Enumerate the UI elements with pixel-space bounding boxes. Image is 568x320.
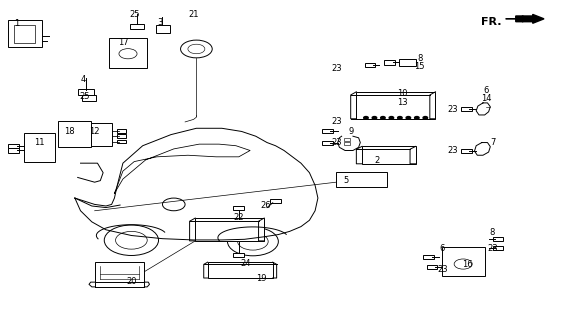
Text: 8: 8 — [489, 228, 495, 237]
Circle shape — [372, 116, 377, 119]
Bar — [58, 121, 91, 147]
Bar — [323, 130, 333, 133]
Text: 7: 7 — [490, 138, 496, 147]
Circle shape — [364, 116, 368, 119]
Text: 11: 11 — [35, 138, 45, 147]
Bar — [208, 262, 273, 278]
Text: 23: 23 — [332, 63, 343, 73]
Bar — [8, 20, 42, 47]
Bar — [116, 140, 126, 143]
Text: 25: 25 — [80, 92, 90, 101]
Bar — [492, 237, 503, 241]
Text: 20: 20 — [126, 277, 137, 286]
Bar — [233, 253, 244, 257]
Text: 13: 13 — [398, 99, 408, 108]
Bar — [399, 59, 416, 66]
Bar — [344, 142, 349, 145]
Text: 2: 2 — [375, 156, 380, 164]
Text: 9: 9 — [348, 127, 353, 136]
Text: 6: 6 — [440, 244, 445, 253]
Text: 1: 1 — [14, 19, 19, 28]
Bar — [156, 25, 170, 33]
Text: 23: 23 — [332, 138, 343, 147]
Bar — [233, 206, 244, 211]
Text: 23: 23 — [488, 244, 499, 253]
Bar — [362, 146, 416, 164]
Bar — [423, 254, 435, 259]
Bar — [14, 25, 35, 43]
Bar — [323, 140, 333, 145]
Bar — [8, 143, 19, 148]
Text: 5: 5 — [344, 176, 349, 185]
Bar — [336, 172, 387, 187]
Text: 24: 24 — [240, 259, 251, 268]
Bar — [461, 149, 471, 153]
Circle shape — [415, 116, 419, 119]
Bar — [344, 139, 349, 141]
Bar — [109, 38, 147, 68]
Bar — [442, 247, 485, 276]
Bar — [130, 24, 144, 29]
Bar — [365, 63, 375, 67]
Circle shape — [398, 116, 402, 119]
Bar — [82, 95, 96, 101]
Bar — [427, 265, 437, 269]
Text: 26: 26 — [261, 202, 272, 211]
Circle shape — [423, 116, 428, 119]
Text: 14: 14 — [481, 94, 491, 103]
Circle shape — [389, 116, 394, 119]
FancyArrow shape — [516, 14, 544, 23]
Text: 16: 16 — [462, 260, 473, 269]
Text: 19: 19 — [256, 275, 266, 284]
Text: 12: 12 — [89, 127, 100, 136]
Text: 25: 25 — [129, 10, 140, 19]
Text: 10: 10 — [398, 89, 408, 98]
Text: 15: 15 — [415, 62, 425, 71]
Text: 3: 3 — [157, 18, 162, 27]
Bar — [8, 148, 19, 153]
Bar — [384, 60, 395, 65]
Text: 6: 6 — [484, 86, 489, 95]
Text: 23: 23 — [332, 117, 343, 126]
Bar — [24, 133, 55, 162]
Bar — [461, 107, 471, 111]
Bar — [91, 123, 112, 146]
Bar — [356, 92, 436, 119]
Bar — [116, 134, 126, 138]
Text: 23: 23 — [447, 146, 458, 155]
Bar — [195, 218, 264, 241]
Text: FR.: FR. — [481, 17, 502, 27]
Text: 21: 21 — [189, 10, 199, 19]
Bar — [270, 199, 281, 203]
Text: 18: 18 — [64, 127, 74, 136]
Circle shape — [406, 116, 411, 119]
Text: 4: 4 — [81, 75, 86, 84]
Text: 23: 23 — [447, 105, 458, 114]
Text: 8: 8 — [417, 54, 423, 63]
Bar — [492, 246, 503, 250]
Text: 22: 22 — [233, 212, 244, 222]
Bar — [78, 89, 94, 95]
Bar — [116, 129, 126, 132]
Text: 17: 17 — [118, 38, 128, 47]
Circle shape — [381, 116, 385, 119]
Text: 23: 23 — [437, 265, 448, 274]
Bar — [95, 261, 144, 282]
